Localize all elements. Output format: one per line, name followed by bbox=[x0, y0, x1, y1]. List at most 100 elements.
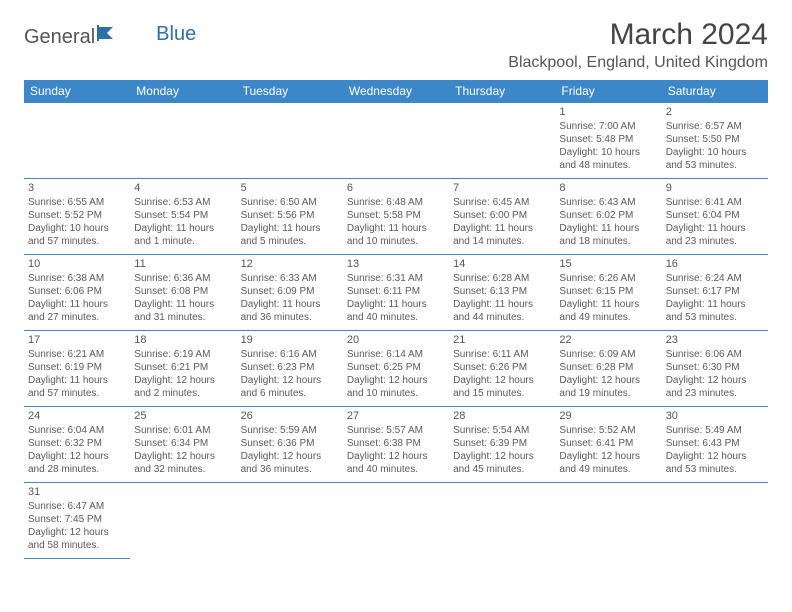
calendar-day-cell: 19Sunrise: 6:16 AMSunset: 6:23 PMDayligh… bbox=[237, 331, 343, 407]
calendar-day-cell: 24Sunrise: 6:04 AMSunset: 6:32 PMDayligh… bbox=[24, 407, 130, 483]
sunset-text: Sunset: 6:17 PM bbox=[666, 285, 764, 298]
day-number: 9 bbox=[666, 181, 764, 195]
calendar-day-cell: 5Sunrise: 6:50 AMSunset: 5:56 PMDaylight… bbox=[237, 179, 343, 255]
day-number: 5 bbox=[241, 181, 339, 195]
sunset-text: Sunset: 6:38 PM bbox=[347, 437, 445, 450]
daylight-text: Daylight: 10 hours and 48 minutes. bbox=[559, 146, 657, 172]
day-number: 20 bbox=[347, 333, 445, 347]
weekday-header: Tuesday bbox=[237, 80, 343, 103]
day-number: 28 bbox=[453, 409, 551, 423]
calendar-day-cell: 9Sunrise: 6:41 AMSunset: 6:04 PMDaylight… bbox=[662, 179, 768, 255]
sunrise-text: Sunrise: 6:04 AM bbox=[28, 424, 126, 437]
calendar-empty-cell bbox=[449, 483, 555, 559]
daylight-text: Daylight: 12 hours and 19 minutes. bbox=[559, 374, 657, 400]
sunrise-text: Sunrise: 6:33 AM bbox=[241, 272, 339, 285]
daylight-text: Daylight: 12 hours and 40 minutes. bbox=[347, 450, 445, 476]
sunset-text: Sunset: 5:56 PM bbox=[241, 209, 339, 222]
calendar-week-row: 17Sunrise: 6:21 AMSunset: 6:19 PMDayligh… bbox=[24, 331, 768, 407]
sunrise-text: Sunrise: 5:52 AM bbox=[559, 424, 657, 437]
day-number: 16 bbox=[666, 257, 764, 271]
daylight-text: Daylight: 12 hours and 15 minutes. bbox=[453, 374, 551, 400]
title-block: March 2024 Blackpool, England, United Ki… bbox=[508, 18, 768, 72]
sunrise-text: Sunrise: 7:00 AM bbox=[559, 120, 657, 133]
day-number: 25 bbox=[134, 409, 232, 423]
calendar-week-row: 31Sunrise: 6:47 AMSunset: 7:45 PMDayligh… bbox=[24, 483, 768, 559]
day-number: 11 bbox=[134, 257, 232, 271]
calendar-day-cell: 8Sunrise: 6:43 AMSunset: 6:02 PMDaylight… bbox=[555, 179, 661, 255]
day-number: 7 bbox=[453, 181, 551, 195]
sunrise-text: Sunrise: 6:47 AM bbox=[28, 500, 126, 513]
sunrise-text: Sunrise: 6:01 AM bbox=[134, 424, 232, 437]
calendar-day-cell: 13Sunrise: 6:31 AMSunset: 6:11 PMDayligh… bbox=[343, 255, 449, 331]
day-number: 8 bbox=[559, 181, 657, 195]
calendar-empty-cell bbox=[130, 483, 236, 559]
weekday-header: Friday bbox=[555, 80, 661, 103]
daylight-text: Daylight: 11 hours and 14 minutes. bbox=[453, 222, 551, 248]
sunset-text: Sunset: 6:32 PM bbox=[28, 437, 126, 450]
sunset-text: Sunset: 5:54 PM bbox=[134, 209, 232, 222]
sunrise-text: Sunrise: 6:45 AM bbox=[453, 196, 551, 209]
calendar-day-cell: 2Sunrise: 6:57 AMSunset: 5:50 PMDaylight… bbox=[662, 103, 768, 179]
sunrise-text: Sunrise: 5:54 AM bbox=[453, 424, 551, 437]
daylight-text: Daylight: 11 hours and 57 minutes. bbox=[28, 374, 126, 400]
calendar-empty-cell bbox=[449, 103, 555, 179]
daylight-text: Daylight: 10 hours and 57 minutes. bbox=[28, 222, 126, 248]
calendar-day-cell: 29Sunrise: 5:52 AMSunset: 6:41 PMDayligh… bbox=[555, 407, 661, 483]
daylight-text: Daylight: 11 hours and 44 minutes. bbox=[453, 298, 551, 324]
calendar-day-cell: 17Sunrise: 6:21 AMSunset: 6:19 PMDayligh… bbox=[24, 331, 130, 407]
sunset-text: Sunset: 6:30 PM bbox=[666, 361, 764, 374]
sunset-text: Sunset: 7:45 PM bbox=[28, 513, 126, 526]
daylight-text: Daylight: 12 hours and 6 minutes. bbox=[241, 374, 339, 400]
calendar-day-cell: 12Sunrise: 6:33 AMSunset: 6:09 PMDayligh… bbox=[237, 255, 343, 331]
sunrise-text: Sunrise: 6:43 AM bbox=[559, 196, 657, 209]
day-number: 10 bbox=[28, 257, 126, 271]
day-number: 22 bbox=[559, 333, 657, 347]
sunset-text: Sunset: 6:25 PM bbox=[347, 361, 445, 374]
sunset-text: Sunset: 5:50 PM bbox=[666, 133, 764, 146]
calendar-day-cell: 16Sunrise: 6:24 AMSunset: 6:17 PMDayligh… bbox=[662, 255, 768, 331]
sunset-text: Sunset: 6:19 PM bbox=[28, 361, 126, 374]
sunrise-text: Sunrise: 6:21 AM bbox=[28, 348, 126, 361]
sunset-text: Sunset: 6:34 PM bbox=[134, 437, 232, 450]
daylight-text: Daylight: 12 hours and 2 minutes. bbox=[134, 374, 232, 400]
calendar-day-cell: 27Sunrise: 5:57 AMSunset: 6:38 PMDayligh… bbox=[343, 407, 449, 483]
calendar-day-cell: 15Sunrise: 6:26 AMSunset: 6:15 PMDayligh… bbox=[555, 255, 661, 331]
daylight-text: Daylight: 11 hours and 1 minute. bbox=[134, 222, 232, 248]
location-subtitle: Blackpool, England, United Kingdom bbox=[508, 54, 768, 72]
sunrise-text: Sunrise: 5:49 AM bbox=[666, 424, 764, 437]
calendar-empty-cell bbox=[130, 103, 236, 179]
day-number: 24 bbox=[28, 409, 126, 423]
day-number: 23 bbox=[666, 333, 764, 347]
daylight-text: Daylight: 12 hours and 36 minutes. bbox=[241, 450, 339, 476]
sunrise-text: Sunrise: 6:24 AM bbox=[666, 272, 764, 285]
sunrise-text: Sunrise: 6:19 AM bbox=[134, 348, 232, 361]
sunset-text: Sunset: 5:52 PM bbox=[28, 209, 126, 222]
calendar-day-cell: 14Sunrise: 6:28 AMSunset: 6:13 PMDayligh… bbox=[449, 255, 555, 331]
daylight-text: Daylight: 11 hours and 31 minutes. bbox=[134, 298, 232, 324]
sunrise-text: Sunrise: 6:48 AM bbox=[347, 196, 445, 209]
daylight-text: Daylight: 11 hours and 23 minutes. bbox=[666, 222, 764, 248]
sunrise-text: Sunrise: 6:14 AM bbox=[347, 348, 445, 361]
day-number: 2 bbox=[666, 105, 764, 119]
daylight-text: Daylight: 11 hours and 10 minutes. bbox=[347, 222, 445, 248]
day-number: 17 bbox=[28, 333, 126, 347]
sunset-text: Sunset: 6:04 PM bbox=[666, 209, 764, 222]
calendar-table: SundayMondayTuesdayWednesdayThursdayFrid… bbox=[24, 80, 768, 559]
sunset-text: Sunset: 6:39 PM bbox=[453, 437, 551, 450]
logo-text-2: Blue bbox=[156, 23, 196, 46]
calendar-empty-cell bbox=[237, 103, 343, 179]
sunset-text: Sunset: 6:15 PM bbox=[559, 285, 657, 298]
header: General Blue March 2024 Blackpool, Engla… bbox=[24, 18, 768, 72]
daylight-text: Daylight: 11 hours and 36 minutes. bbox=[241, 298, 339, 324]
sunset-text: Sunset: 6:43 PM bbox=[666, 437, 764, 450]
calendar-day-cell: 7Sunrise: 6:45 AMSunset: 6:00 PMDaylight… bbox=[449, 179, 555, 255]
calendar-day-cell: 4Sunrise: 6:53 AMSunset: 5:54 PMDaylight… bbox=[130, 179, 236, 255]
sunrise-text: Sunrise: 6:26 AM bbox=[559, 272, 657, 285]
sunrise-text: Sunrise: 6:38 AM bbox=[28, 272, 126, 285]
sunset-text: Sunset: 5:48 PM bbox=[559, 133, 657, 146]
sunrise-text: Sunrise: 6:55 AM bbox=[28, 196, 126, 209]
logo-flag-icon bbox=[97, 24, 117, 47]
sunset-text: Sunset: 6:36 PM bbox=[241, 437, 339, 450]
sunset-text: Sunset: 6:02 PM bbox=[559, 209, 657, 222]
sunrise-text: Sunrise: 6:57 AM bbox=[666, 120, 764, 133]
